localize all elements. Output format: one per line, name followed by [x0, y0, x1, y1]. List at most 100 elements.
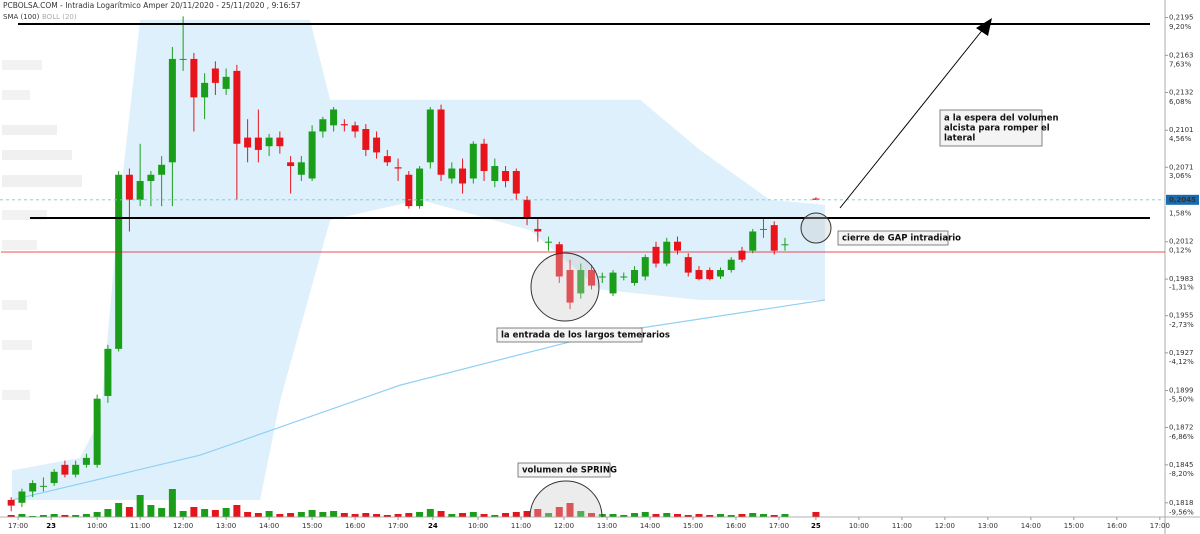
y-tick-label: 0,1983: [1169, 275, 1194, 283]
volume-bar: [727, 515, 735, 517]
volume-bar: [104, 509, 112, 517]
volume-bar: [190, 507, 198, 517]
volume-bar: [437, 511, 445, 517]
y2-tick-label: 3,06%: [1169, 172, 1192, 180]
x-tick-label: 17:00: [8, 522, 28, 530]
circle-highlight: [800, 212, 832, 244]
volume-bar: [308, 510, 316, 517]
y-tick-label: 0,2163: [1169, 51, 1194, 59]
candle-body: [812, 198, 820, 200]
candle-body: [706, 270, 714, 280]
volume-bar: [588, 513, 596, 517]
x-tick-label: 17:00: [1150, 522, 1170, 530]
candle-body: [759, 228, 767, 230]
chart-title: PCBOLSA.COM - Intradia Logarítmico Amper…: [3, 1, 301, 10]
candle-body: [534, 228, 542, 232]
volume-bar: [545, 513, 553, 517]
candle-body: [502, 171, 510, 181]
y2-tick-label: 7,63%: [1169, 60, 1192, 68]
y-tick-label: 0,2101: [1169, 126, 1194, 134]
candle-body: [147, 174, 155, 181]
x-tick-label: 16:00: [345, 522, 365, 530]
y2-tick-label: 4,56%: [1169, 135, 1192, 143]
candle-body: [115, 174, 123, 349]
volume-bar: [641, 512, 649, 517]
volume-bar: [674, 514, 682, 517]
last-price-box: [1166, 194, 1199, 205]
volume-bar: [416, 512, 424, 517]
candle-body: [340, 124, 348, 126]
y2-tick-label: 6,08%: [1169, 98, 1192, 106]
volume-bar: [115, 503, 123, 517]
candle-body: [437, 109, 445, 175]
volume-bar: [684, 515, 692, 517]
volume-bar: [738, 514, 746, 517]
x-tick-label: 25: [811, 522, 821, 530]
volume-bar: [287, 513, 295, 517]
x-tick-label: 14:00: [259, 522, 279, 530]
candle-body: [276, 137, 284, 147]
x-tick-label: 16:00: [726, 522, 746, 530]
volume-bar: [50, 514, 58, 517]
volume-bar: [609, 514, 617, 517]
background-layer: [2, 60, 82, 400]
volume-bar: [716, 514, 724, 517]
candle-body: [383, 156, 391, 163]
volume-bar: [480, 514, 488, 517]
volume-bar: [706, 515, 714, 517]
y2-tick-label: -1,31%: [1169, 284, 1194, 292]
y2-tick-label: 1,58%: [1169, 209, 1192, 217]
volume-bar: [491, 515, 499, 517]
volume-bar: [72, 515, 80, 517]
legend-entry: SMA (100): [3, 13, 40, 21]
legend-entry: BOLL (20): [42, 13, 77, 21]
candle-body: [716, 270, 724, 277]
candle-body: [233, 70, 241, 144]
candle-body: [416, 168, 424, 207]
y2-tick-label: -2,73%: [1169, 321, 1194, 329]
annotation-text: volumen de SPRING: [522, 466, 617, 476]
candle-body: [373, 137, 381, 153]
x-tick-label: 14:00: [1021, 522, 1041, 530]
arrow-head: [976, 18, 992, 36]
y2-tick-label: -6,86%: [1169, 433, 1194, 441]
candle-body: [104, 348, 112, 396]
y2-tick-label: -8,20%: [1169, 470, 1194, 478]
volume-bar: [179, 511, 187, 517]
x-tick-label: 15:00: [683, 522, 703, 530]
volume-bar: [211, 510, 219, 517]
candle-body: [394, 167, 402, 169]
volume-bar: [61, 515, 69, 517]
volume-bar: [254, 513, 262, 517]
candle-body: [330, 109, 338, 126]
candle-body: [545, 241, 553, 243]
volume-bar: [18, 514, 26, 517]
volume-bar: [147, 505, 155, 517]
arrow-line: [839, 27, 985, 209]
candle-body: [125, 174, 133, 200]
blur-box: [2, 125, 57, 135]
y-tick-label: 0,2132: [1169, 89, 1194, 97]
candle-body: [244, 137, 252, 148]
x-tick-label: 14:00: [640, 522, 660, 530]
volume-bar: [7, 515, 15, 517]
volume-bar: [297, 512, 305, 517]
candle-body: [211, 68, 219, 83]
annotation-text: la entrada de los largos temerarios: [501, 331, 670, 341]
annotation-box: [939, 109, 1043, 147]
circle-highlight: [530, 252, 600, 322]
candle-body: [469, 143, 477, 179]
annotation-box: [517, 462, 611, 478]
candle-body: [652, 246, 660, 264]
candle-body: [663, 241, 671, 264]
volume-bar: [555, 507, 563, 517]
annotation-box: [496, 327, 643, 343]
candle-body: [620, 276, 628, 278]
x-tick-label: 10:00: [468, 522, 488, 530]
candle-body: [362, 129, 370, 150]
circle-highlight: [529, 480, 603, 518]
candle-body: [749, 231, 757, 251]
volume-bar: [781, 514, 789, 517]
candle-body: [738, 250, 746, 260]
volume-bar: [394, 514, 402, 517]
